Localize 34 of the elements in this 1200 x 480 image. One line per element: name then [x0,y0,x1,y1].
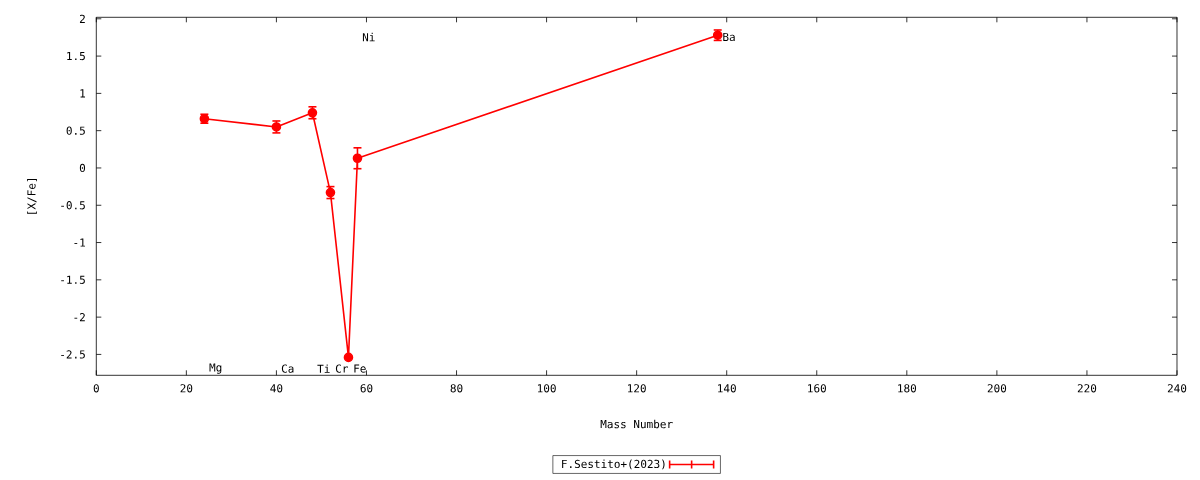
annotation: Ti [317,364,330,373]
x-tick-label: 0 [93,384,99,393]
y-tick-label: -0.5 [61,201,85,210]
y-tick-label: -1 [74,238,86,247]
y-tick-label: -1.5 [61,275,85,284]
y-axis-title: [X/Fe] [27,178,37,214]
annotation: Ca [281,364,294,373]
y-tick-label: 1 [80,89,86,98]
y-tick-label: 2 [79,14,85,23]
y-tick-label: -2.5 [61,350,85,359]
legend-label: F.Sestito+(2023) [562,459,665,470]
x-tick-label: 80 [450,384,463,393]
x-tick-label: 40 [270,384,283,393]
x-tick-label: 220 [1077,384,1097,393]
y-tick-label: 0 [79,163,86,173]
point [343,352,354,363]
annotation: Ni [362,32,375,42]
x-tick-label: 60 [360,384,373,393]
x-tick-label: 140 [718,384,736,393]
x-tick-label: 160 [808,384,826,393]
annotation: Cr [335,364,348,373]
annotation: Mg [209,363,222,374]
x-axis-title: Mass Number [600,419,673,429]
y-tick-label: 0.5 [66,126,85,135]
x-tick-label: 20 [180,384,193,393]
annotation: Fe [354,364,366,373]
x-tick-label: 240 [1167,384,1187,393]
x-tick-label: 200 [987,384,1007,393]
x-tick-label: 120 [628,384,646,393]
x-tick-label: 100 [537,384,556,393]
x-tick-label: 180 [898,384,917,393]
annotation: Ba [723,32,735,42]
y-tick-label: 1.5 [67,52,85,61]
y-tick-label: -2 [74,313,85,322]
